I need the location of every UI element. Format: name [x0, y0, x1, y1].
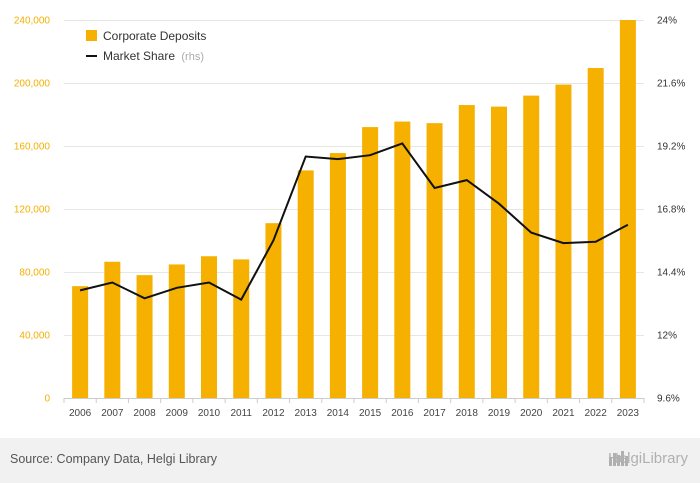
x-tick-label: 2014 — [327, 408, 350, 419]
city-skyline-icon — [608, 451, 628, 466]
legend-label-deposits: Corporate Deposits — [103, 29, 206, 43]
bar-series — [72, 20, 636, 399]
legend-label-share-main: Market Share — [103, 49, 175, 63]
legend-label-share: Market Share (rhs) — [103, 49, 204, 63]
left-tick-label: 40,000 — [19, 331, 50, 342]
right-tick-label: 16.8% — [657, 205, 685, 216]
bar — [136, 275, 153, 398]
footer: Source: Company Data, Helgi Library Helg… — [0, 438, 700, 483]
x-tick-label: 2019 — [488, 408, 511, 419]
right-tick-label: 14.4% — [657, 268, 685, 279]
bar — [491, 106, 507, 398]
left-tick-label: 160,000 — [14, 142, 51, 153]
left-tick-label: 120,000 — [14, 205, 51, 216]
x-tick-label: 2009 — [166, 408, 189, 419]
left-tick-label: 0 — [44, 394, 50, 405]
x-tick-label: 2008 — [133, 408, 156, 419]
x-tick-label: 2013 — [295, 408, 318, 419]
x-tick-label: 2015 — [359, 408, 382, 419]
combo-chart: 0 40,000 80,000 120,000 160,000 200,000 240,00… — [14, 16, 686, 420]
left-tick-label: 80,000 — [19, 268, 50, 279]
market-share-line — [79, 142, 629, 301]
bar — [104, 261, 121, 398]
right-tick-label: 12% — [657, 331, 677, 342]
x-tick-label: 2021 — [552, 408, 575, 419]
x-tick-label: 2017 — [423, 408, 446, 419]
x-tick-label: 2016 — [391, 408, 414, 419]
right-tick-label: 24% — [657, 16, 677, 27]
x-tick-label: 2010 — [198, 408, 221, 419]
bar — [233, 259, 250, 398]
bar — [458, 105, 475, 399]
bar — [297, 170, 314, 398]
x-tick-label: 2012 — [262, 408, 285, 419]
legend-label-share-suffix: (rhs) — [181, 51, 204, 63]
x-tick-label: 2011 — [230, 408, 252, 419]
right-axis-ticks: 9.6% 12% 14.4% 16.8% 19.2% 21.6% 24% — [657, 16, 685, 405]
legend-swatch-bar — [86, 30, 97, 41]
left-axis-ticks: 0 40,000 80,000 120,000 160,000 200,000 240,00… — [14, 16, 51, 405]
bar — [394, 121, 411, 399]
bar — [72, 286, 89, 398]
right-tick-label: 21.6% — [657, 79, 685, 90]
gridlines — [64, 20, 644, 336]
x-tick-label: 2020 — [520, 408, 543, 419]
bar — [168, 264, 185, 398]
bar — [329, 153, 346, 398]
x-axis-ticks: 2006 2007 2008 2009 2010 2011 2012 2013 2014 2015… — [63, 398, 645, 419]
bar — [619, 20, 636, 398]
bar — [201, 256, 217, 398]
left-tick-label: 240,000 — [14, 16, 51, 27]
x-tick-label: 2006 — [69, 408, 92, 419]
x-tick-label: 2022 — [585, 408, 608, 419]
bar — [587, 68, 604, 398]
bar — [523, 95, 540, 398]
x-tick-label: 2007 — [101, 408, 124, 419]
brand-text: HelgiLibrary — [607, 450, 688, 467]
bar — [426, 123, 443, 398]
bar — [265, 223, 282, 398]
right-tick-label: 9.6% — [657, 394, 680, 405]
source-text: Source: Company Data, Helgi Library — [10, 452, 218, 466]
x-tick-label: 2023 — [617, 408, 640, 419]
brand-logo: HelgiLibrary — [608, 450, 688, 467]
bar — [362, 127, 379, 398]
x-tick-label: 2018 — [456, 408, 479, 419]
left-tick-label: 200,000 — [14, 79, 51, 90]
right-tick-label: 19.2% — [657, 142, 685, 153]
legend: Corporate Deposits Market Share (rhs) — [86, 29, 206, 63]
bar — [555, 84, 572, 398]
